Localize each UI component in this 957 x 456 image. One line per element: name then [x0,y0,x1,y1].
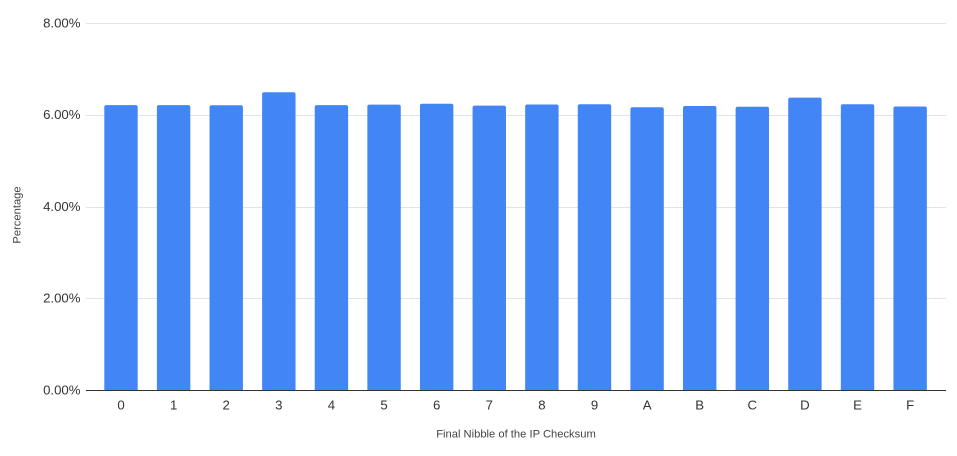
svg-text:A: A [643,398,652,413]
svg-text:4.00%: 4.00% [43,199,81,214]
svg-text:4: 4 [328,398,335,413]
svg-text:Final Nibble of the IP Checksu: Final Nibble of the IP Checksum [436,429,596,441]
svg-text:B: B [695,398,704,413]
svg-text:9: 9 [591,398,598,413]
svg-text:6.00%: 6.00% [43,107,81,122]
svg-text:1: 1 [170,398,177,413]
svg-text:F: F [906,398,914,413]
svg-text:2.00%: 2.00% [43,291,81,306]
svg-text:E: E [853,398,862,413]
svg-text:8.00%: 8.00% [43,16,81,31]
svg-text:2: 2 [223,398,230,413]
svg-text:D: D [800,398,810,413]
svg-text:0: 0 [117,398,124,413]
svg-text:7: 7 [486,398,493,413]
svg-text:6: 6 [433,398,440,413]
svg-text:C: C [748,398,758,413]
svg-text:8: 8 [538,398,545,413]
svg-text:Percentage: Percentage [12,186,24,243]
svg-text:3: 3 [275,398,282,413]
svg-text:5: 5 [380,398,387,413]
svg-text:0.00%: 0.00% [43,382,81,397]
